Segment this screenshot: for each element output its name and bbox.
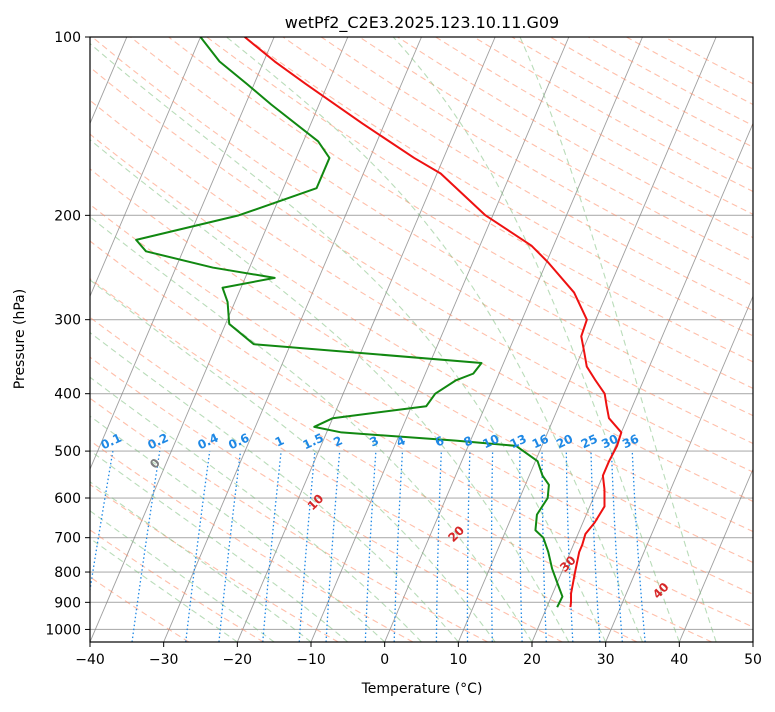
y-tick-label: 800 xyxy=(54,565,81,581)
dry-adiabat-line xyxy=(90,99,753,502)
mixing-ratio-label: 16 xyxy=(530,432,551,452)
moist-adiabats xyxy=(90,37,717,642)
y-tick-label: 500 xyxy=(54,444,81,460)
dry-adiabat-line xyxy=(168,37,753,390)
moist-adiabat-line xyxy=(519,37,717,642)
isotherm-line xyxy=(384,37,643,642)
dry-adiabat-line xyxy=(90,529,264,642)
mixing-ratio-label: 25 xyxy=(579,432,600,452)
plot-area: -100-90-80-70-60-50-40-30-20-10 01020304… xyxy=(90,37,753,642)
y-axis-label: Pressure (hPa) xyxy=(12,289,28,389)
mixing-ratio-label: 20 xyxy=(554,432,575,452)
isotherm-line xyxy=(678,467,753,642)
dry-adiabat-line xyxy=(90,316,638,642)
isotherm-line xyxy=(236,37,496,642)
y-tick-label: 1000 xyxy=(45,622,81,638)
mixing-ratio-line xyxy=(90,450,114,594)
moist-adiabat-line xyxy=(90,510,275,642)
isotherm-line xyxy=(531,122,753,642)
mixing-ratio-label: 36 xyxy=(620,432,641,452)
moist-adiabat-line xyxy=(90,279,496,642)
temperature-profile-line xyxy=(244,37,623,608)
mixing-ratio-label: 13 xyxy=(508,432,529,452)
moist-adiabat-line xyxy=(90,139,570,642)
moist-adiabat-line xyxy=(90,537,238,642)
dry-adiabat-line xyxy=(90,240,753,628)
isotherm-line xyxy=(163,37,422,642)
moist-adiabat-line xyxy=(90,415,386,642)
y-tick-label: 300 xyxy=(54,313,81,329)
mixing-ratio-line xyxy=(131,451,161,642)
x-axis-label: Temperature (°C) xyxy=(361,681,483,697)
dry-adiabat-line xyxy=(130,37,753,417)
x-tick-label: 20 xyxy=(523,652,541,668)
y-axis-ticks: 100 200 300 400 500 600 700 800 900 1000 xyxy=(45,30,90,638)
chart-title: wetPf2_C2E3.2025.123.10.11.G09 xyxy=(285,13,559,33)
mixing-ratio-lines xyxy=(90,450,646,642)
isotherm-line xyxy=(457,37,717,642)
mixing-ratio-line xyxy=(185,451,211,642)
x-tick-label: 30 xyxy=(597,652,615,668)
moist-adiabat-line xyxy=(90,331,459,642)
y-tick-label: 100 xyxy=(54,30,81,46)
moist-adiabat-line xyxy=(90,481,312,642)
dry-adiabat-line xyxy=(282,37,753,312)
isobar-grid xyxy=(90,37,753,630)
mixing-ratio-line xyxy=(218,451,242,642)
x-tick-label: 0 xyxy=(380,652,389,668)
x-tick-label: −40 xyxy=(75,652,105,668)
dry-adiabats xyxy=(90,37,753,642)
x-axis-ticks: −40 −30 −20 −10 0 10 20 30 40 50 xyxy=(75,642,762,668)
dry-adiabat-line xyxy=(90,168,753,564)
mixing-ratio-line xyxy=(262,451,282,642)
dry-adiabat-line xyxy=(90,277,712,642)
moist-adiabat-line xyxy=(392,37,680,642)
y-tick-label: 400 xyxy=(54,387,81,403)
y-tick-label: 900 xyxy=(54,595,81,611)
moist-adiabat-line xyxy=(90,42,607,642)
sounding-profiles xyxy=(135,37,623,608)
y-tick-label: 200 xyxy=(54,208,81,224)
dewpoint-profile-line xyxy=(135,37,564,608)
dry-adiabat-line xyxy=(90,483,339,642)
plot-frame xyxy=(89,36,754,643)
isotherm-line xyxy=(90,37,275,471)
y-tick-label: 700 xyxy=(54,531,81,547)
dry-adiabat-line xyxy=(90,203,753,595)
isotherm-line xyxy=(605,295,753,642)
isotherm-line xyxy=(90,37,201,298)
x-tick-label: 40 xyxy=(670,652,688,668)
dry-adiabat-line xyxy=(90,356,563,642)
x-tick-label: −20 xyxy=(223,652,253,668)
dry-adiabat-line xyxy=(90,133,753,533)
moist-adiabat-line xyxy=(90,216,533,642)
y-tick-label: 600 xyxy=(54,491,81,507)
x-tick-label: −10 xyxy=(296,652,326,668)
dry-adiabat-line xyxy=(91,37,753,445)
dry-adiabat-line xyxy=(244,37,753,337)
mixing-ratio-line xyxy=(298,451,316,642)
mixing-ratio-label: 30 xyxy=(599,432,620,452)
x-tick-label: 50 xyxy=(744,652,762,668)
mixing-ratio-label: 10 xyxy=(480,432,501,452)
x-tick-label: −30 xyxy=(149,652,179,668)
x-tick-label: 10 xyxy=(449,652,467,668)
moist-adiabat-line xyxy=(226,37,644,642)
